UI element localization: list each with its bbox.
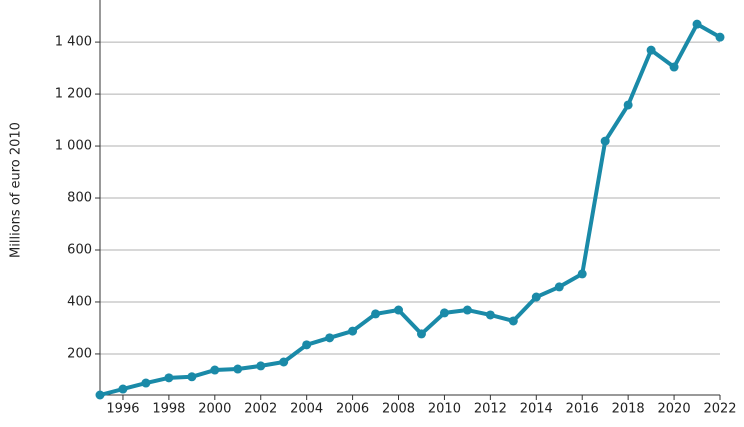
point [95, 390, 105, 400]
point [646, 45, 656, 55]
y-tick-label: 200 [67, 346, 92, 361]
y-axis-label: Millions of euro 2010 [9, 122, 24, 258]
y-tick-label: 1 200 [55, 87, 92, 102]
point [508, 316, 518, 326]
x-tick-label: 2004 [290, 402, 323, 417]
y-tick-label: 1 400 [55, 35, 92, 50]
point [462, 305, 472, 315]
x-tick-label: 2008 [382, 402, 415, 417]
point [141, 378, 151, 388]
x-tick-label: 2018 [612, 402, 645, 417]
point [692, 19, 702, 29]
point [669, 62, 679, 72]
point [715, 32, 725, 42]
point [164, 373, 174, 383]
point [118, 384, 128, 394]
x-tick-label: 2006 [336, 402, 369, 417]
point [394, 305, 404, 315]
point [416, 329, 426, 339]
point [577, 269, 587, 279]
point [371, 309, 381, 319]
point [600, 136, 610, 146]
y-tick-label: 600 [67, 242, 92, 257]
point [187, 372, 197, 382]
point [210, 365, 220, 375]
point [348, 326, 358, 336]
point [302, 340, 312, 350]
point [325, 333, 335, 343]
y-tick-label: 1 000 [55, 139, 92, 154]
point [531, 292, 541, 302]
point [554, 282, 564, 292]
point [439, 308, 449, 318]
point [256, 361, 266, 371]
x-tick-label: 2002 [244, 402, 277, 417]
point [279, 357, 289, 367]
line [99, 22, 721, 397]
x-tick-label: 2014 [520, 402, 553, 417]
y-tick-label: 400 [67, 294, 92, 309]
x-tick-label: 2020 [658, 402, 691, 417]
x-tick-label: 2022 [703, 402, 736, 417]
x-tick-label: 2012 [474, 402, 507, 417]
x-tick-label: 2010 [428, 402, 461, 417]
x-tick-label: 1998 [152, 402, 185, 417]
point [233, 364, 243, 374]
y-tick-label: 800 [67, 191, 92, 206]
x-tick-label: 2000 [198, 402, 231, 417]
x-tick-label: 1996 [106, 402, 139, 417]
point [623, 100, 633, 110]
point [485, 310, 495, 320]
x-tick-label: 2016 [566, 402, 599, 417]
